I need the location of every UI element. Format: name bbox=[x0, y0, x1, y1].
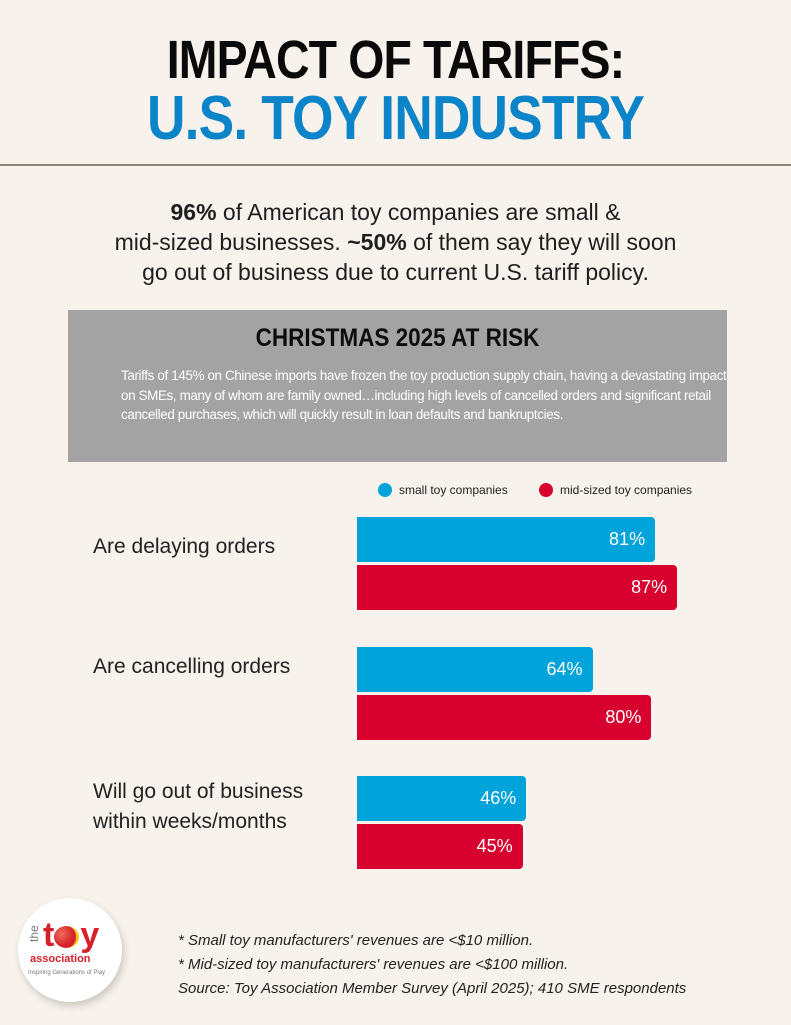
bar-value-label: 45% bbox=[476, 836, 513, 856]
ball-icon bbox=[54, 926, 80, 949]
bar-small: 64% bbox=[357, 647, 593, 692]
footnote-source: Source: Toy Association Member Survey (A… bbox=[178, 980, 687, 997]
category-label-line: Will go out of business bbox=[93, 780, 304, 803]
intro-statement: 96% of American toy companies are small … bbox=[0, 197, 791, 287]
bar-value-label: 81% bbox=[609, 529, 646, 549]
stat-96: 96% bbox=[170, 199, 217, 225]
category-label-line: Are cancelling orders bbox=[93, 655, 291, 678]
legend-item-mid: mid-sized toy companies bbox=[539, 483, 692, 497]
risk-box-body: Tariffs of 145% on Chinese imports have … bbox=[121, 368, 727, 422]
bar-value-label: 46% bbox=[480, 788, 517, 808]
legend-label-mid: mid-sized toy companies bbox=[560, 483, 693, 497]
header-divider bbox=[0, 164, 791, 166]
intro-line-2: mid-sized businesses. ~50% of them say t… bbox=[0, 227, 791, 257]
category-label: Are delaying orders bbox=[93, 532, 275, 562]
category-label-line: within weeks/months bbox=[93, 810, 287, 833]
logo-the-text: the bbox=[27, 925, 41, 942]
footnote-small: * Small toy manufacturers' revenues are … bbox=[178, 932, 534, 949]
logo-letter-t: t bbox=[43, 916, 54, 954]
stat-50: ~50% bbox=[347, 229, 407, 255]
category-label: Will go out of business within weeks/mont… bbox=[93, 777, 303, 837]
category-label: Are cancelling orders bbox=[93, 652, 290, 682]
intro-line-3: go out of business due to current U.S. t… bbox=[142, 259, 649, 285]
intro-line-1: 96% of American toy companies are small … bbox=[0, 197, 791, 227]
page-title-line2: U.S. TOY INDUSTRY bbox=[147, 84, 645, 153]
logo-letter-y: y bbox=[80, 916, 99, 954]
bar-small: 81% bbox=[357, 517, 656, 562]
risk-box-title: CHRISTMAS 2025 AT RISK bbox=[255, 324, 540, 352]
bar-value-label: 80% bbox=[605, 707, 642, 727]
legend-label-small: small toy companies bbox=[399, 483, 508, 497]
logo-tagline: Inspiring Generations of Play bbox=[28, 970, 106, 976]
bar-mid: 80% bbox=[357, 695, 652, 740]
intro-line-1-text: of American toy companies are small & bbox=[216, 199, 621, 225]
category-label-line: Are delaying orders bbox=[93, 535, 276, 558]
legend-dot-small bbox=[378, 483, 392, 497]
bar-small: 46% bbox=[357, 776, 527, 821]
bar-mid: 45% bbox=[357, 824, 523, 869]
footnote-mid: * Mid-sized toy manufacturers' revenues … bbox=[178, 956, 569, 973]
bar-value-label: 64% bbox=[546, 659, 583, 679]
intro-line-2-text: of them say they will soon bbox=[406, 229, 677, 255]
legend-item-small: small toy companies bbox=[378, 483, 508, 497]
logo-association-text: association bbox=[30, 953, 91, 965]
christmas-risk-box: CHRISTMAS 2025 AT RISK Tariffs of 145% o… bbox=[68, 310, 727, 462]
bar-value-label: 87% bbox=[631, 577, 668, 597]
footnotes: * Small toy manufacturers' revenues are … bbox=[178, 929, 686, 1001]
page-title-line1: IMPACT OF TARIFFS: bbox=[166, 30, 625, 90]
intro-line-2-pre: mid-sized businesses. bbox=[114, 229, 348, 255]
legend-dot-mid bbox=[539, 483, 553, 497]
bar-mid: 87% bbox=[357, 565, 678, 610]
